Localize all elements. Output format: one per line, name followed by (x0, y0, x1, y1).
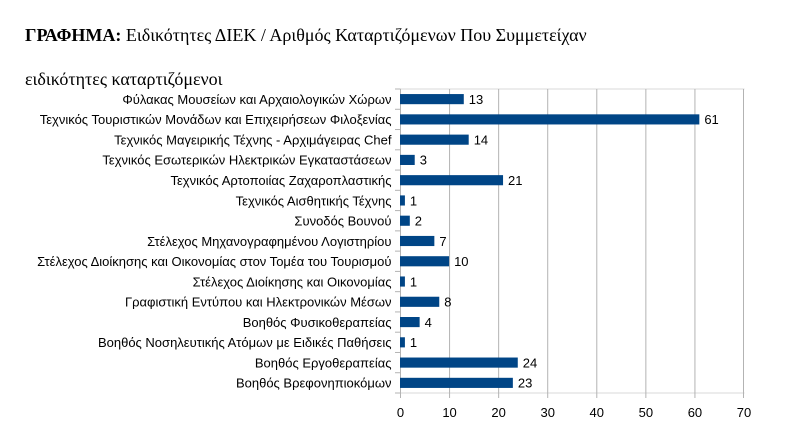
svg-text:3: 3 (420, 153, 427, 168)
svg-text:Τεχνικός Μαγειρικής Τέχνης - Α: Τεχνικός Μαγειρικής Τέχνης - Αρχιμάγειρα… (114, 132, 392, 147)
svg-text:14: 14 (474, 132, 488, 147)
svg-text:Τεχνικός Εσωτερικών Ηλεκτρικών: Τεχνικός Εσωτερικών Ηλεκτρικών Εγκαταστά… (102, 153, 391, 168)
svg-text:ειδικότητες καταρτιζόμενοι: ειδικότητες καταρτιζόμενοι (25, 69, 223, 89)
svg-text:10: 10 (442, 405, 456, 420)
svg-text:Συνοδός Βουνού: Συνοδός Βουνού (294, 214, 391, 229)
svg-text:Φύλακας Μουσείων και Αρχαιολογ: Φύλακας Μουσείων και Αρχαιολογικών Χώρων (122, 92, 391, 107)
svg-text:60: 60 (688, 405, 702, 420)
svg-text:40: 40 (590, 405, 604, 420)
svg-text:8: 8 (444, 295, 451, 310)
svg-text:Βοηθός Βρεφονηπιοκόμων: Βοηθός Βρεφονηπιοκόμων (236, 376, 392, 391)
svg-text:21: 21 (508, 173, 522, 188)
svg-text:ΓΡΑΦΗΜΑ: Ειδικότητες ΔΙΕΚ / Αρ: ΓΡΑΦΗΜΑ: Ειδικότητες ΔΙΕΚ / Αριθμός Κατα… (25, 25, 587, 45)
svg-text:Γραφιστική Εντύπου και Ηλεκτρο: Γραφιστική Εντύπου και Ηλεκτρονικών Μέσω… (125, 295, 392, 310)
svg-text:Βοηθός Φυσικοθεραπείας: Βοηθός Φυσικοθεραπείας (243, 315, 392, 330)
svg-text:30: 30 (540, 405, 554, 420)
svg-text:1: 1 (410, 335, 417, 350)
svg-text:Στέλεχος Διοίκησης και Οικονομ: Στέλεχος Διοίκησης και Οικονομίας στον Τ… (37, 254, 391, 269)
svg-text:10: 10 (454, 254, 468, 269)
svg-text:2: 2 (415, 214, 422, 229)
svg-text:61: 61 (704, 112, 718, 127)
svg-text:23: 23 (518, 376, 532, 391)
svg-text:13: 13 (469, 92, 483, 107)
svg-text:20: 20 (491, 405, 505, 420)
svg-text:24: 24 (523, 355, 537, 370)
svg-text:4: 4 (425, 315, 432, 330)
svg-text:Τεχνικός Αρτοποιίας Ζαχαροπλασ: Τεχνικός Αρτοποιίας Ζαχαροπλαστικής (170, 173, 391, 188)
svg-text:Τεχνικός Τουριστικών Μονάδων κ: Τεχνικός Τουριστικών Μονάδων και Επιχειρ… (40, 112, 392, 127)
svg-text:Βοηθός Νοσηλευτικής Ατόμων με: Βοηθός Νοσηλευτικής Ατόμων με Ειδικές Πα… (98, 335, 392, 350)
svg-text:Τεχνικός Αισθητικής Τέχνης: Τεχνικός Αισθητικής Τέχνης (236, 193, 392, 208)
svg-text:50: 50 (639, 405, 653, 420)
svg-text:0: 0 (397, 405, 404, 420)
svg-text:70: 70 (737, 405, 751, 420)
svg-text:1: 1 (410, 274, 417, 289)
svg-text:1: 1 (410, 193, 417, 208)
svg-text:Στέλεχος Μηχανογραφημένου Λογι: Στέλεχος Μηχανογραφημένου Λογιστηρίου (147, 234, 391, 249)
svg-text:Στέλεχος Διοίκησης και Οικονομ: Στέλεχος Διοίκησης και Οικονομίας (193, 274, 392, 289)
svg-text:Βοηθός Εργοθεραπείας: Βοηθός Εργοθεραπείας (255, 355, 392, 370)
svg-text:7: 7 (439, 234, 446, 249)
